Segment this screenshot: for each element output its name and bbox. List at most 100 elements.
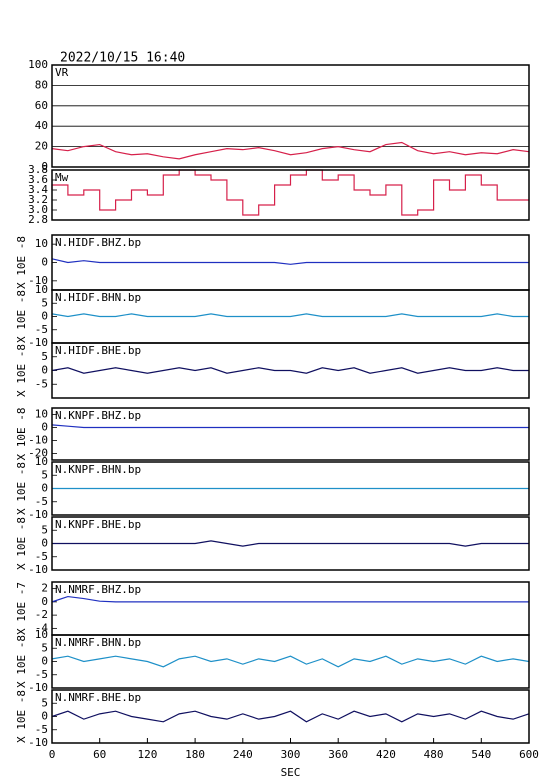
y-tick-label: -5: [35, 495, 48, 508]
y-tick-label: -10: [28, 681, 48, 694]
x-tick-label: 0: [49, 748, 56, 761]
x-tick-label: 300: [281, 748, 301, 761]
y-tick-label: 10: [35, 628, 48, 641]
y-tick-label: 40: [35, 119, 48, 132]
y-axis-label: X 10E -8: [15, 408, 28, 461]
y-tick-label: -5: [35, 668, 48, 681]
y-tick-label: 0: [41, 256, 48, 269]
series-line: [51, 258, 529, 265]
panel-label: N.HIDF.BHZ.bp: [55, 236, 141, 249]
y-tick-label: 100: [28, 58, 48, 71]
panel-label: N.KNPF.BHN.bp: [55, 463, 141, 476]
y-axis-label: X 10E -8: [15, 290, 28, 343]
x-tick-label: 60: [93, 748, 106, 761]
y-axis-label: X 10E -8: [15, 344, 28, 397]
y-tick-label: -2: [35, 608, 48, 621]
y-tick-label: -5: [35, 323, 48, 336]
y-tick-label: 3.0: [28, 203, 48, 216]
y-tick-label: 0: [41, 595, 48, 608]
y-tick-label: 0: [41, 655, 48, 668]
x-tick-label: 120: [137, 748, 157, 761]
x-tick-label: 420: [376, 748, 396, 761]
panel-label: VR: [55, 66, 69, 79]
panel-label: N.NMRF.BHN.bp: [55, 636, 141, 649]
panel-frame: [51, 634, 530, 689]
series-line: [51, 424, 529, 429]
y-tick-label: 3.4: [28, 183, 48, 196]
series-line: [51, 367, 529, 374]
y-axis-label: X 10E -8: [15, 635, 28, 688]
y-tick-label: 0: [41, 710, 48, 723]
y-tick-label: 20: [35, 140, 48, 153]
panel-label: N.HIDF.BHN.bp: [55, 291, 141, 304]
y-tick-label: 3.6: [28, 173, 48, 186]
y-tick-label: 0: [41, 160, 48, 173]
y-tick-label: 5: [41, 696, 48, 709]
series-line: [51, 141, 530, 160]
series-line: [51, 655, 530, 668]
y-tick-label: 3.2: [28, 193, 48, 206]
y-tick-label: 60: [35, 99, 48, 112]
y-tick-label: -10: [28, 563, 48, 576]
y-tick-label: 0: [41, 364, 48, 377]
y-tick-label: -5: [35, 550, 48, 563]
y-tick-label: -10: [28, 736, 48, 749]
y-tick-label: -10: [28, 508, 48, 521]
y-tick-label: 5: [41, 641, 48, 654]
y-axis-label: X 10E -8: [15, 517, 28, 570]
y-axis-label: X 10E -7: [15, 582, 28, 635]
y-tick-label: -20: [28, 447, 48, 460]
y-tick-label: 2: [41, 582, 48, 595]
y-tick-label: 3.8: [28, 163, 48, 176]
y-tick-label: 0: [41, 421, 48, 434]
y-tick-label: -5: [35, 377, 48, 390]
y-tick-label: 80: [35, 78, 48, 91]
series-line: [52, 540, 529, 547]
panel-frame: [51, 407, 530, 461]
y-tick-label: 0: [41, 482, 48, 495]
y-tick-label: -4: [35, 621, 49, 634]
y-tick-label: 0: [41, 537, 48, 550]
y-tick-label: -10: [28, 434, 48, 447]
series-line: [51, 313, 529, 318]
y-tick-label: 5: [41, 350, 48, 363]
panel-label: N.HIDF.BHE.bp: [55, 344, 141, 357]
panel-label: Mw: [55, 171, 69, 184]
x-tick-label: 180: [185, 748, 205, 761]
y-axis-label: X 10E -8: [15, 462, 28, 515]
x-axis-label: SEC: [281, 766, 301, 779]
y-tick-label: 10: [35, 237, 48, 250]
series-line: [51, 710, 530, 723]
series-line: [51, 169, 529, 216]
y-tick-label: -5: [35, 723, 48, 736]
panel-label: N.KNPF.BHE.bp: [55, 518, 141, 531]
y-tick-label: 10: [35, 283, 48, 296]
panel-frame: [51, 516, 530, 571]
y-axis-label: X 10E -8: [15, 236, 28, 289]
panel-frame: [51, 169, 530, 221]
y-tick-label: -10: [28, 274, 48, 287]
y-tick-label: -10: [28, 336, 48, 349]
panel-frame: [51, 64, 530, 168]
y-tick-label: 5: [41, 296, 48, 309]
y-axis-label: X 10E -8: [15, 690, 28, 743]
panel-frame: [51, 342, 530, 399]
y-tick-label: 0: [41, 310, 48, 323]
panel-label: N.NMRF.BHZ.bp: [55, 583, 141, 596]
y-tick-label: 10: [35, 455, 48, 468]
y-tick-label: 2.8: [28, 213, 48, 226]
x-tick-label: 600: [519, 748, 539, 761]
x-tick-label: 360: [328, 748, 348, 761]
panel-label: N.NMRF.BHE.bp: [55, 691, 141, 704]
series-line: [51, 595, 529, 603]
panel-frame: [51, 461, 530, 516]
chart-title: 2022/10/15 16:40: [60, 51, 185, 66]
y-tick-label: 5: [41, 523, 48, 536]
x-tick-label: 480: [424, 748, 444, 761]
y-tick-label: 10: [35, 408, 48, 421]
x-tick-label: 240: [233, 748, 253, 761]
panel-label: N.KNPF.BHZ.bp: [55, 409, 141, 422]
x-tick-label: 540: [471, 748, 491, 761]
y-tick-label: 5: [41, 468, 48, 481]
